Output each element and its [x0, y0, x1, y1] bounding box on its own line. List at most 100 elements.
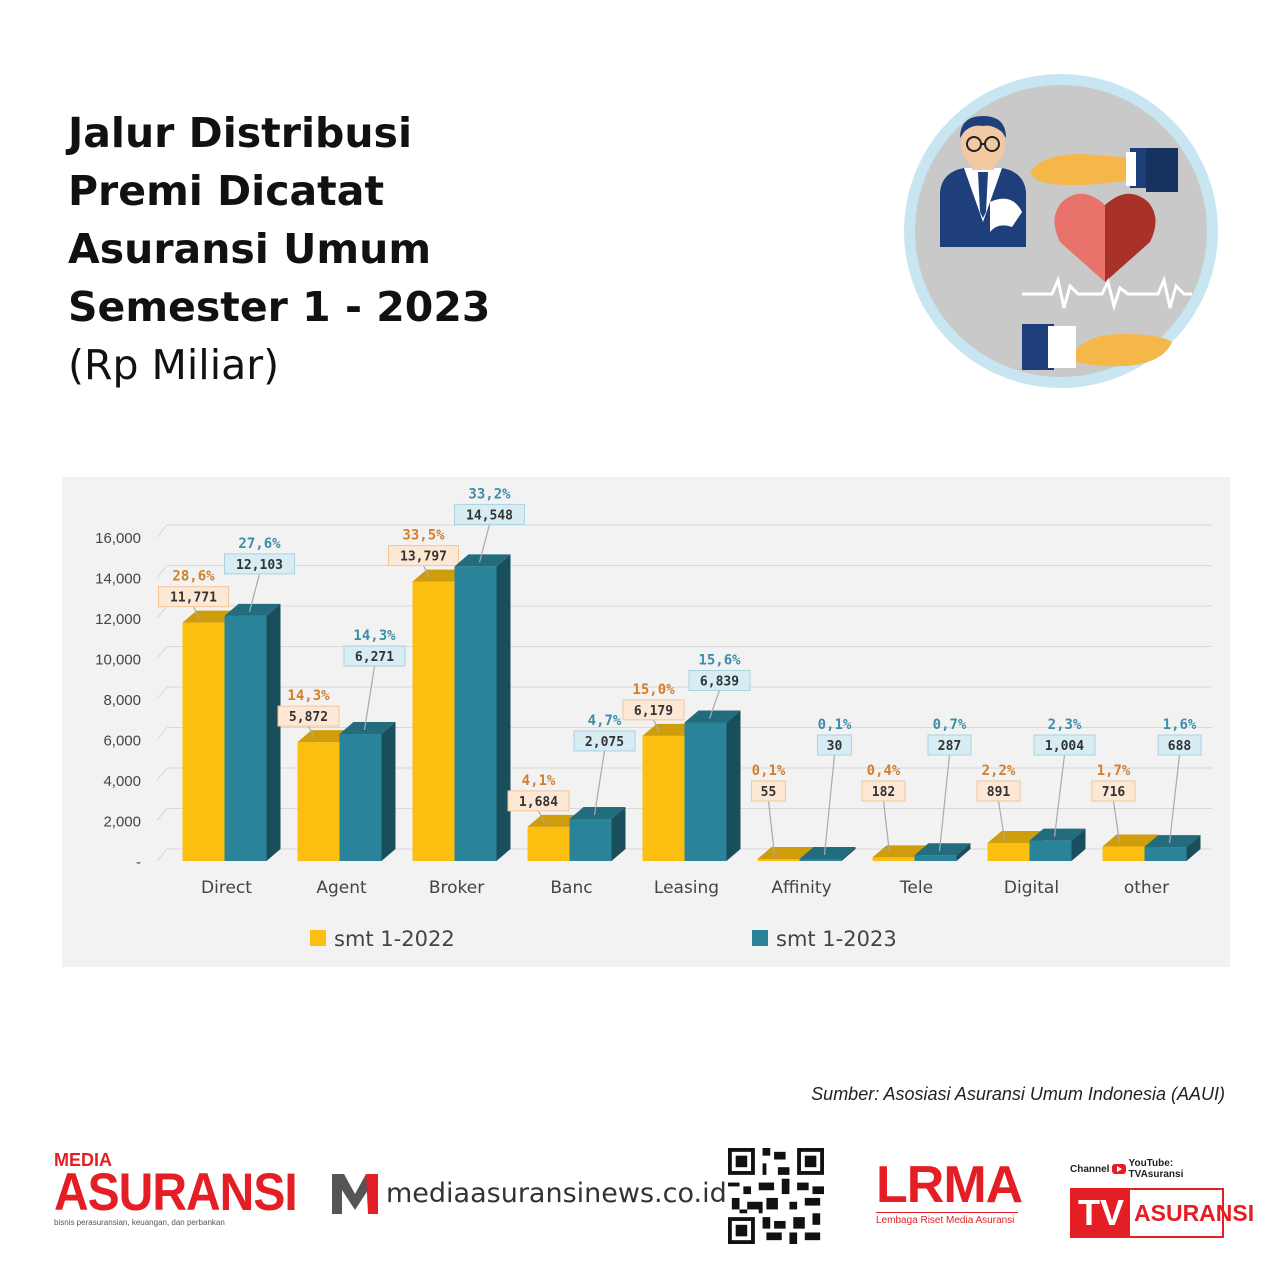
- bar-side: [1071, 828, 1086, 861]
- bar-side: [611, 806, 626, 861]
- value-label: 13,797: [400, 550, 447, 565]
- value-label: 716: [1102, 785, 1126, 800]
- title-line-1: Jalur Distribusi: [68, 109, 413, 157]
- value-label-box: [817, 734, 852, 756]
- value-label-box: [343, 645, 406, 667]
- percent-label: 1,7%: [1097, 763, 1131, 779]
- x-tick-label: Agent: [316, 878, 367, 898]
- label-leader: [1053, 754, 1066, 837]
- title-line-3: Asuransi Umum: [68, 225, 432, 273]
- percent-label: 4,1%: [522, 773, 556, 789]
- value-label: 11,771: [170, 591, 217, 606]
- label-leader: [248, 573, 261, 613]
- title-line-2: Premi Dicatat: [68, 167, 385, 215]
- bar-top: [872, 845, 929, 858]
- m-logo-icon: [332, 1174, 378, 1214]
- heart-icon: [1054, 193, 1156, 282]
- percent-label: 33,5%: [402, 528, 445, 544]
- value-label: 6,839: [700, 675, 739, 690]
- tv-channel-label: Channel: [1070, 1163, 1110, 1175]
- bar-side: [266, 603, 281, 861]
- grid-line-bevel: [156, 808, 168, 821]
- value-label: 688: [1168, 739, 1192, 754]
- percent-label: 1,6%: [1163, 717, 1197, 733]
- label-leader: [363, 665, 376, 731]
- title-line-4: Semester 1 - 2023: [68, 283, 491, 331]
- value-label-box: [277, 705, 340, 727]
- tv-youtube-handle: YouTube: TVAsuransi: [1128, 1158, 1184, 1180]
- tv-channel-line: Channel YouTube: TVAsuransi: [1070, 1158, 1224, 1180]
- bar: [757, 859, 800, 861]
- x-tick-label: Leasing: [654, 878, 719, 898]
- x-tick-label: other: [1124, 878, 1169, 898]
- label-leader: [1112, 800, 1121, 843]
- percent-label: 0,7%: [933, 717, 967, 733]
- value-label: 12,103: [236, 558, 283, 573]
- label-leader: [997, 800, 1006, 840]
- percent-label: 4,7%: [588, 713, 622, 729]
- x-tick-label: Affinity: [771, 878, 831, 898]
- percent-label: 2,3%: [1048, 717, 1082, 733]
- bar-top: [1029, 828, 1086, 841]
- label-leader: [708, 690, 721, 719]
- value-label: 6,179: [634, 704, 673, 719]
- x-tick-label: Digital: [1004, 878, 1059, 898]
- bar-top: [339, 722, 396, 735]
- percent-label: 0,4%: [867, 763, 901, 779]
- value-label-box: [1157, 734, 1202, 756]
- bar-top: [987, 830, 1044, 843]
- bar-top: [914, 843, 971, 856]
- media-asuransi-logo: MEDIA ASURANSI bisnis perasuransian, keu…: [54, 1151, 298, 1227]
- bar-top: [799, 847, 856, 859]
- y-tick-label: 12,000: [95, 611, 141, 628]
- x-tick-label: Broker: [429, 878, 484, 898]
- value-label-box: [861, 780, 906, 802]
- grid-line-bevel: [156, 767, 168, 781]
- value-label-box: [751, 780, 786, 802]
- y-tick-label: 2,000: [103, 814, 141, 831]
- bar: [527, 826, 570, 861]
- bar-side: [841, 847, 856, 861]
- value-label-box: [622, 699, 685, 721]
- bar: [914, 855, 957, 861]
- value-label: 287: [938, 739, 961, 754]
- label-leader: [478, 524, 491, 563]
- y-tick-label: 8,000: [103, 692, 141, 709]
- bar-top: [684, 710, 741, 723]
- value-label: 2,075: [585, 735, 624, 750]
- label-leader: [767, 800, 776, 856]
- bar: [872, 857, 915, 861]
- bar-side: [1186, 835, 1201, 861]
- bar: [297, 742, 340, 861]
- bar: [1144, 847, 1187, 861]
- label-leader: [422, 565, 431, 578]
- percent-label: 15,6%: [698, 653, 741, 669]
- bar-side: [956, 843, 971, 861]
- tv-asuransi-badge: TV ASURANSI: [1070, 1188, 1254, 1238]
- bar: [339, 734, 382, 861]
- value-label: 30: [827, 739, 843, 754]
- lrma-logo-main: LRMA: [876, 1156, 1023, 1214]
- news-site-suffix: asuransinews.co.id: [470, 1177, 727, 1209]
- percent-label: 14,3%: [287, 688, 330, 704]
- news-site-logo: mediaasuransinews.co.id: [330, 1170, 727, 1216]
- bar-side: [496, 554, 511, 861]
- value-label-box: [1033, 734, 1096, 756]
- news-site-prefix: media: [386, 1177, 471, 1209]
- bar-side: [381, 722, 396, 861]
- label-leader: [192, 606, 201, 619]
- news-site-url: mediaasuransinews.co.id: [386, 1178, 727, 1209]
- title-unit: (Rp Miliar): [68, 341, 280, 389]
- bar: [224, 615, 267, 861]
- value-label-box: [1091, 780, 1136, 802]
- bar-top: [569, 806, 626, 819]
- y-tick-label: 10,000: [95, 652, 141, 669]
- grid-line-bevel: [156, 686, 168, 700]
- bar: [684, 722, 727, 861]
- legend-swatch: [310, 930, 326, 946]
- hand-bottom-icon: [1022, 324, 1172, 370]
- insurance-illustration: [904, 74, 1218, 388]
- y-tick-label: 16,000: [95, 530, 141, 547]
- label-leader: [593, 750, 606, 816]
- percent-label: 14,3%: [353, 628, 396, 644]
